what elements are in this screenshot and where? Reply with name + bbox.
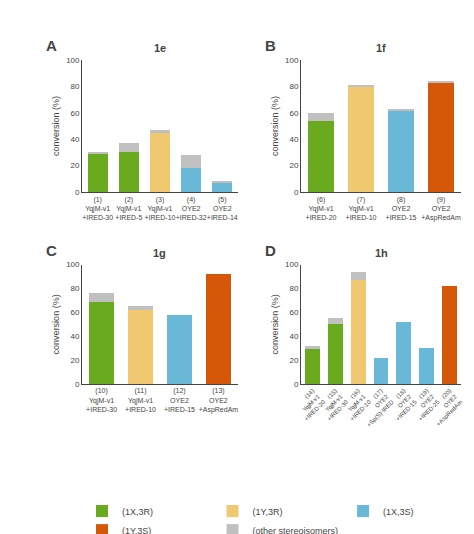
svg-text:100: 100 xyxy=(285,56,299,65)
svg-text:0: 0 xyxy=(294,188,299,197)
svg-text:(18)OYE2+IRED-15: (18)OYE2+IRED-15 xyxy=(384,387,418,421)
svg-text:100: 100 xyxy=(66,56,80,65)
svg-text:(12)OYE2+IRED-15: (12)OYE2+IRED-15 xyxy=(164,387,195,412)
svg-text:(13)OYE2+AspRedAm: (13)OYE2+AspRedAm xyxy=(199,387,239,413)
svg-text:20: 20 xyxy=(290,356,299,365)
svg-text:(2)YqjM-v1+IRED-5: (2)YqjM-v1+IRED-5 xyxy=(115,196,142,221)
svg-text:conversion (%): conversion (%) xyxy=(51,96,61,156)
svg-text:(9)OYE2+AspRedAm: (9)OYE2+AspRedAm xyxy=(421,196,461,222)
svg-text:40: 40 xyxy=(71,135,80,144)
svg-text:(6)YqjM-v1+IRED-20: (6)YqjM-v1+IRED-20 xyxy=(306,196,337,221)
svg-text:(15)YqjM-v1+IRED-30: (15)YqjM-v1+IRED-30 xyxy=(315,387,349,421)
svg-text:40: 40 xyxy=(71,332,80,341)
svg-text:60: 60 xyxy=(290,109,299,118)
svg-text:(1)YqjM-v1+IRED-30: (1)YqjM-v1+IRED-30 xyxy=(82,196,113,221)
svg-text:20: 20 xyxy=(71,356,80,365)
svg-text:60: 60 xyxy=(290,308,299,317)
svg-text:0: 0 xyxy=(75,188,80,197)
svg-text:(16)YqjM-v1+IRED-10: (16)YqjM-v1+IRED-10 xyxy=(338,387,372,421)
svg-text:(1X,3S): (1X,3S) xyxy=(383,507,414,517)
svg-text:conversion (%): conversion (%) xyxy=(51,294,61,354)
svg-text:(1Y,3S): (1Y,3S) xyxy=(122,526,151,534)
svg-text:100: 100 xyxy=(285,260,299,269)
svg-text:1h: 1h xyxy=(375,247,388,259)
svg-text:0: 0 xyxy=(75,380,80,389)
svg-text:20: 20 xyxy=(71,161,80,170)
svg-text:1g: 1g xyxy=(153,247,166,259)
svg-text:(10)YqjM-v1+IRED-30: (10)YqjM-v1+IRED-30 xyxy=(86,387,117,412)
svg-text:40: 40 xyxy=(290,332,299,341)
svg-text:D: D xyxy=(265,242,276,259)
svg-text:(other stereoisomers): (other stereoisomers) xyxy=(253,526,339,534)
svg-text:conversion (%): conversion (%) xyxy=(270,96,280,156)
svg-text:80: 80 xyxy=(71,82,80,91)
svg-text:100: 100 xyxy=(66,260,80,269)
svg-text:80: 80 xyxy=(290,284,299,293)
svg-text:(3)YqjM-v1+IRED-10: (3)YqjM-v1+IRED-10 xyxy=(145,196,176,221)
svg-text:conversion (%): conversion (%) xyxy=(270,294,280,354)
svg-text:B: B xyxy=(265,37,276,54)
svg-text:0: 0 xyxy=(294,380,299,389)
svg-text:1e: 1e xyxy=(154,42,166,54)
svg-text:(11)YqjM-v1+IRED-10: (11)YqjM-v1+IRED-10 xyxy=(125,387,156,412)
svg-text:(8)OYE2+IRED-15: (8)OYE2+IRED-15 xyxy=(386,196,417,221)
svg-text:60: 60 xyxy=(71,109,80,118)
svg-text:20: 20 xyxy=(290,161,299,170)
svg-text:(5)OYE2+IRED-14: (5)OYE2+IRED-14 xyxy=(207,196,238,221)
svg-text:80: 80 xyxy=(71,284,80,293)
svg-text:(4)OYE2+IRED-32: (4)OYE2+IRED-32 xyxy=(176,196,207,221)
svg-text:(17)OYE2+Sp(S)-IRED: (17)OYE2+Sp(S)-IRED xyxy=(355,387,396,428)
svg-text:60: 60 xyxy=(71,308,80,317)
svg-text:(1X,3R): (1X,3R) xyxy=(122,507,153,517)
svg-text:1f: 1f xyxy=(376,42,386,54)
svg-text:C: C xyxy=(46,242,57,259)
svg-text:(1Y,3R): (1Y,3R) xyxy=(253,507,283,517)
svg-text:(14)YqjM-v1+IRED-20: (14)YqjM-v1+IRED-20 xyxy=(292,387,326,421)
svg-text:40: 40 xyxy=(290,135,299,144)
svg-text:80: 80 xyxy=(290,82,299,91)
svg-text:(20)OYE2+AspRedAm: (20)OYE2+AspRedAm xyxy=(424,387,464,427)
svg-text:A: A xyxy=(46,37,57,54)
svg-text:(7)YqjM-v1+IRED-10: (7)YqjM-v1+IRED-10 xyxy=(346,196,377,221)
svg-text:(19)OYE2+IRED-25: (19)OYE2+IRED-25 xyxy=(407,387,441,421)
